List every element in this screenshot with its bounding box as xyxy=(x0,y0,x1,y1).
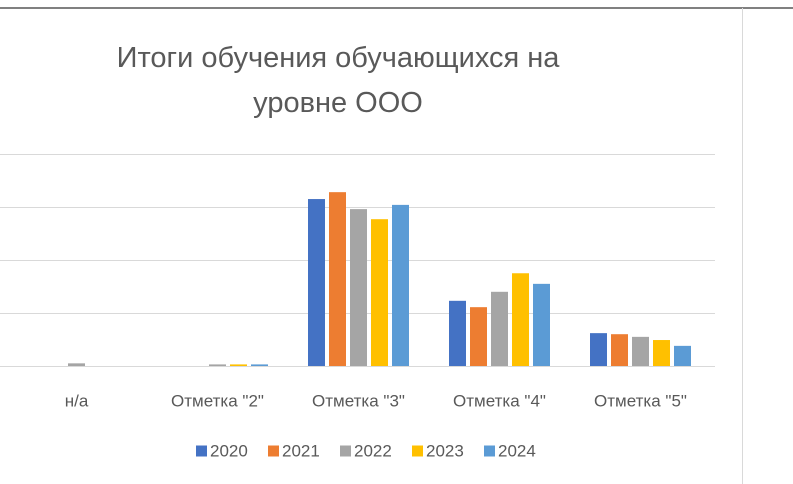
x-tick-label: Отметка "4" xyxy=(453,391,546,410)
legend-swatch xyxy=(268,445,279,457)
legend-label: 2023 xyxy=(426,441,464,460)
x-tick-label: н/а xyxy=(65,391,89,410)
legend-label: 2022 xyxy=(354,441,392,460)
legend-swatch xyxy=(412,445,423,457)
bar xyxy=(68,363,85,366)
legend-swatch xyxy=(340,445,351,457)
bar xyxy=(653,340,670,366)
legend-swatch xyxy=(196,445,207,457)
chart-title: Итоги обучения обучающихся на уровне ООО xyxy=(116,42,560,119)
bar xyxy=(308,199,325,366)
bar xyxy=(470,307,487,366)
bar xyxy=(329,192,346,366)
bar xyxy=(590,333,607,366)
x-tick-label: Отметка "2" xyxy=(171,391,264,410)
bar xyxy=(632,336,649,366)
bar xyxy=(491,291,508,366)
legend-label: 2020 xyxy=(210,441,248,460)
bar xyxy=(674,345,691,366)
bar xyxy=(371,219,388,366)
x-tick-label: Отметка "3" xyxy=(312,391,405,410)
bar xyxy=(512,273,529,366)
bar xyxy=(251,364,268,366)
bar xyxy=(533,283,550,366)
legend-label: 2021 xyxy=(282,441,320,460)
x-tick-label: Отметка "5" xyxy=(594,391,687,410)
legend-swatch xyxy=(484,445,495,457)
legend-label: 2024 xyxy=(498,441,536,460)
bar xyxy=(611,334,628,366)
bar xyxy=(392,204,409,366)
bar xyxy=(209,364,226,366)
bar xyxy=(350,209,367,366)
bar xyxy=(449,300,466,366)
bar xyxy=(230,364,247,366)
